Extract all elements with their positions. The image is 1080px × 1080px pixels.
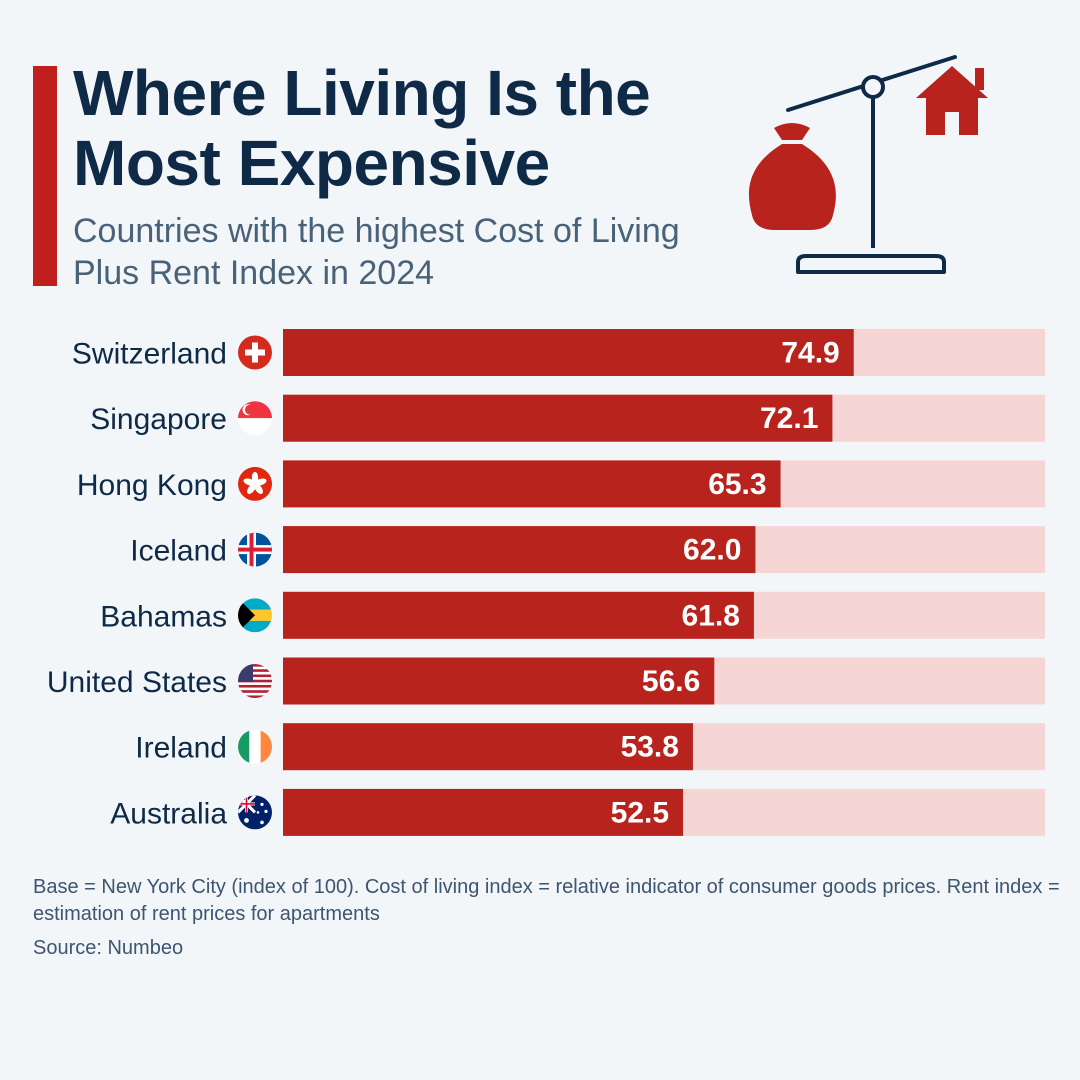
category-label-switzerland: Switzerland <box>72 338 227 371</box>
flag-switzerland-icon <box>238 335 272 370</box>
value-label-bahamas: 61.8 <box>682 599 740 632</box>
flag-ireland-icon <box>238 729 272 764</box>
category-label-bahamas: Bahamas <box>100 600 227 633</box>
category-label-hong-kong: Hong Kong <box>77 469 227 502</box>
bar-iceland <box>283 526 756 574</box>
category-label-australia: Australia <box>110 797 227 830</box>
house-icon <box>916 66 988 135</box>
category-label-singapore: Singapore <box>90 403 227 436</box>
value-label-hong-kong: 65.3 <box>708 468 766 501</box>
source-note: Source: Numbeo <box>33 937 184 959</box>
bar-singapore <box>283 394 833 442</box>
bar-united-states <box>283 657 715 705</box>
value-label-switzerland: 74.9 <box>781 337 839 370</box>
bar-switzerland <box>283 329 854 376</box>
flag-united-states-icon <box>238 664 272 699</box>
bar-ireland <box>283 723 693 771</box>
chart-subtitle: Countries with the highest Cost of Livin… <box>73 212 680 292</box>
category-label-ireland: Ireland <box>135 732 227 765</box>
category-label-united-states: United States <box>47 666 227 699</box>
money-bag-icon <box>748 123 836 230</box>
flag-australia-icon <box>238 795 272 830</box>
value-label-united-states: 56.6 <box>642 665 700 698</box>
flag-iceland-icon <box>238 532 272 567</box>
value-label-iceland: 62.0 <box>683 534 741 567</box>
title-accent-bar <box>33 66 57 286</box>
scale-money-bag-house-icon <box>748 55 988 274</box>
bar-hong-kong <box>283 460 781 508</box>
flag-bahamas-icon <box>238 598 272 633</box>
value-label-ireland: 53.8 <box>621 731 679 764</box>
bar-australia <box>283 788 684 836</box>
category-label-iceland: Iceland <box>130 535 227 568</box>
bar-bahamas <box>283 591 754 639</box>
value-label-australia: 52.5 <box>611 796 669 829</box>
flag-hong-kong-icon <box>238 466 272 501</box>
chart-title: Where Living Is the Most Expensive <box>73 57 651 199</box>
flag-singapore-icon <box>238 401 272 436</box>
value-label-singapore: 72.1 <box>760 402 818 435</box>
bar-chart: 74.9 Switzerland 72.1 Singapore 65.3 Hong Kon… <box>47 329 1045 836</box>
footnote: Base = New York City (index of 100). Cos… <box>33 876 1060 925</box>
